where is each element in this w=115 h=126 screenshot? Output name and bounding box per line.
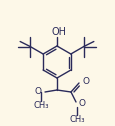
Text: O: O — [82, 77, 89, 87]
Text: CH₃: CH₃ — [69, 116, 84, 124]
Text: OH: OH — [51, 27, 66, 37]
Text: CH₃: CH₃ — [33, 102, 48, 111]
Text: O: O — [35, 87, 42, 97]
Text: O: O — [78, 99, 85, 107]
